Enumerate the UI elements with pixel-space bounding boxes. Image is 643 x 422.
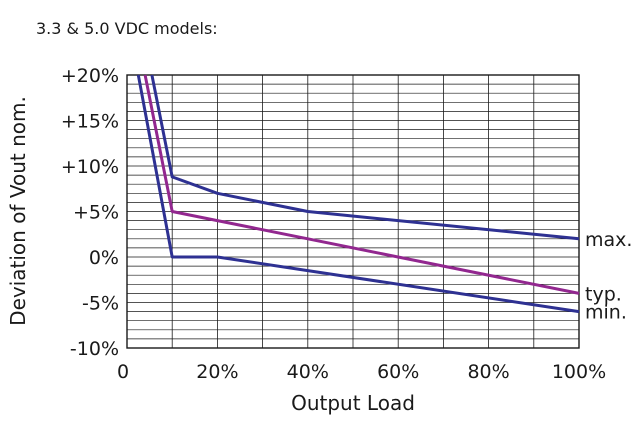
series-label-min: min. (585, 302, 627, 324)
x-tick-label: 20% (196, 361, 238, 383)
x-tick-label: 80% (467, 361, 509, 383)
x-tick-label: 40% (287, 361, 329, 383)
series-line-min (136, 74, 580, 314)
x-tick-label: 100% (552, 361, 606, 383)
tick-layer: -10% -5% 0% +5% +10% +15% +20% 0 20% 40% 60% 80% 100… (61, 65, 606, 383)
y-tick-label: -10% (70, 338, 119, 360)
grid-layer (127, 75, 579, 348)
y-tick-label: +10% (61, 156, 119, 178)
series-line-max (150, 74, 580, 241)
y-tick-label: -5% (82, 293, 119, 315)
x-axis-title: Output Load (291, 391, 415, 415)
chart-subtitle: 3.3 & 5.0 VDC models: (36, 19, 218, 38)
plot-frame (126, 74, 580, 349)
y-tick-label: 0% (89, 247, 119, 269)
series-label-max: max. (585, 229, 632, 251)
x-tick-label: 0 (117, 361, 129, 383)
y-tick-label: +20% (61, 65, 119, 87)
y-axis-title: Deviation of Vout nom. (6, 96, 30, 326)
series-layer (136, 74, 580, 314)
series-label-layer: max. typ.min. (585, 229, 632, 324)
series-line-typ (143, 74, 580, 295)
y-tick-label: +5% (73, 202, 119, 224)
y-tick-label: +15% (61, 111, 119, 133)
x-tick-label: 60% (377, 361, 419, 383)
series-label-typ: typ. (585, 283, 622, 305)
